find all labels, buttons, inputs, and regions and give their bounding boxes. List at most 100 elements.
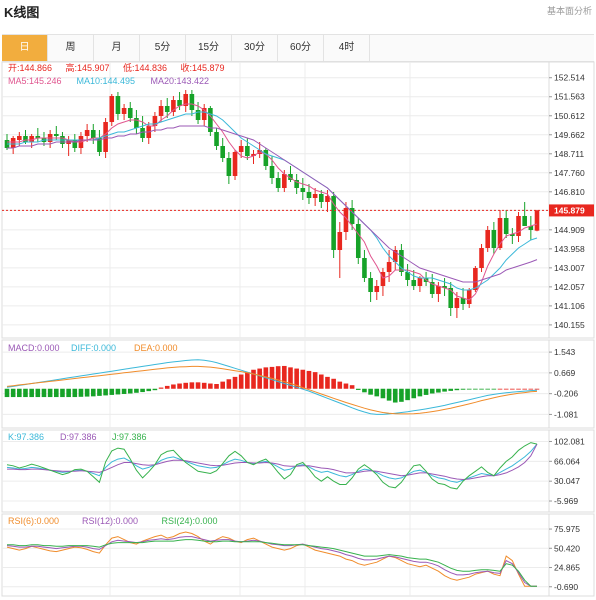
macd-bar	[109, 388, 115, 395]
tab-15min[interactable]: 15分	[186, 35, 232, 61]
candle	[485, 226, 490, 252]
macd-bar	[275, 366, 281, 389]
macd-bar	[60, 388, 65, 398]
candle-body	[319, 194, 324, 202]
macd-bar	[251, 369, 256, 389]
candle-body	[72, 140, 78, 148]
candle	[140, 116, 145, 142]
macd-bar	[491, 388, 497, 390]
candle-body	[232, 152, 238, 176]
macd-bar	[294, 368, 299, 389]
candle	[220, 138, 225, 162]
candle-body	[454, 298, 460, 308]
kline-tick-label: 147.760	[554, 168, 585, 178]
kdj-tick-label: -5.969	[554, 496, 578, 506]
tab-5min[interactable]: 5分	[140, 35, 186, 61]
macd-legend-item: DEA:0.000	[134, 343, 178, 353]
candle	[343, 202, 349, 240]
rsi-tick-label: 50.420	[554, 543, 580, 553]
candle-body	[208, 108, 213, 132]
candle	[275, 172, 281, 192]
candle	[337, 222, 343, 278]
candle-body	[380, 272, 386, 286]
macd-bar	[97, 388, 102, 396]
macd-bar	[528, 388, 534, 390]
candle-body	[127, 108, 133, 118]
candle-body	[392, 250, 398, 262]
kline-tick-label: 149.662	[554, 130, 585, 140]
macd-bar	[41, 388, 47, 398]
candle	[189, 90, 195, 116]
tab-30min[interactable]: 30分	[232, 35, 278, 61]
rsi-legend-item: RSI(6):0.000	[8, 516, 59, 526]
candle-body	[485, 230, 490, 248]
tab-month[interactable]: 月	[94, 35, 140, 61]
macd-bar	[411, 388, 417, 399]
fundamental-analysis-link[interactable]: 基本面分析	[546, 6, 592, 16]
macd-bar	[47, 388, 53, 398]
macd-bar	[429, 388, 435, 394]
macd-bar	[417, 388, 423, 397]
macd-bar	[312, 372, 318, 389]
candle	[109, 94, 115, 126]
macd-bar	[90, 388, 96, 397]
candle	[516, 212, 521, 242]
candle-body	[436, 286, 441, 294]
candle-body	[503, 218, 509, 234]
last-price-label: 145.879	[554, 205, 585, 215]
page-title: K线图	[4, 5, 40, 20]
candle	[214, 128, 219, 150]
candle-body	[158, 106, 164, 116]
macd-tick-label: -0.206	[554, 389, 578, 399]
candle	[466, 288, 472, 308]
candle	[288, 166, 293, 182]
macd-bar	[121, 388, 127, 394]
candle-body	[54, 134, 59, 136]
tab-day[interactable]: 日	[2, 35, 48, 61]
tab-4hour[interactable]: 4时	[324, 35, 370, 61]
rsi-tick-label: -0.690	[554, 582, 578, 592]
macd-bar	[177, 383, 182, 389]
candle-body	[23, 136, 28, 142]
tab-60min[interactable]: 60分	[278, 35, 324, 61]
candle	[380, 268, 386, 296]
macd-bar	[337, 381, 343, 389]
candle-body	[349, 208, 355, 224]
candle-body	[510, 234, 515, 236]
candle	[528, 216, 534, 240]
macd-bar	[189, 382, 195, 389]
candle-body	[325, 196, 330, 202]
candle-body	[337, 232, 343, 250]
candle	[405, 264, 410, 286]
macd-bar	[10, 388, 16, 398]
macd-bar	[473, 388, 478, 390]
kline-tick-label: 143.958	[554, 244, 585, 254]
macd-bar	[23, 388, 28, 398]
candle	[460, 288, 466, 310]
candle	[510, 228, 515, 244]
kline-tick-label: 144.909	[554, 225, 585, 235]
candle-body	[245, 146, 250, 156]
candle-body	[534, 210, 540, 231]
macd-bar	[485, 388, 490, 390]
macd-tick-label: -1.081	[554, 409, 578, 419]
macd-bar	[460, 388, 466, 390]
candle	[232, 150, 238, 180]
candle	[522, 202, 527, 226]
candle-body	[362, 258, 367, 278]
tab-week[interactable]: 周	[48, 35, 94, 61]
candle-body	[121, 108, 127, 114]
candle-body	[355, 224, 361, 258]
candle-body	[201, 108, 207, 120]
candle	[479, 244, 484, 272]
kline-ma-legend-item: MA20:143.422	[151, 76, 210, 86]
candle-body	[386, 262, 392, 272]
macd-bar	[78, 388, 84, 397]
candle-body	[97, 138, 102, 152]
candle-body	[442, 286, 447, 288]
candle	[208, 106, 213, 136]
candle	[263, 148, 269, 170]
macd-bar	[436, 388, 441, 393]
diff-line	[6, 359, 538, 415]
